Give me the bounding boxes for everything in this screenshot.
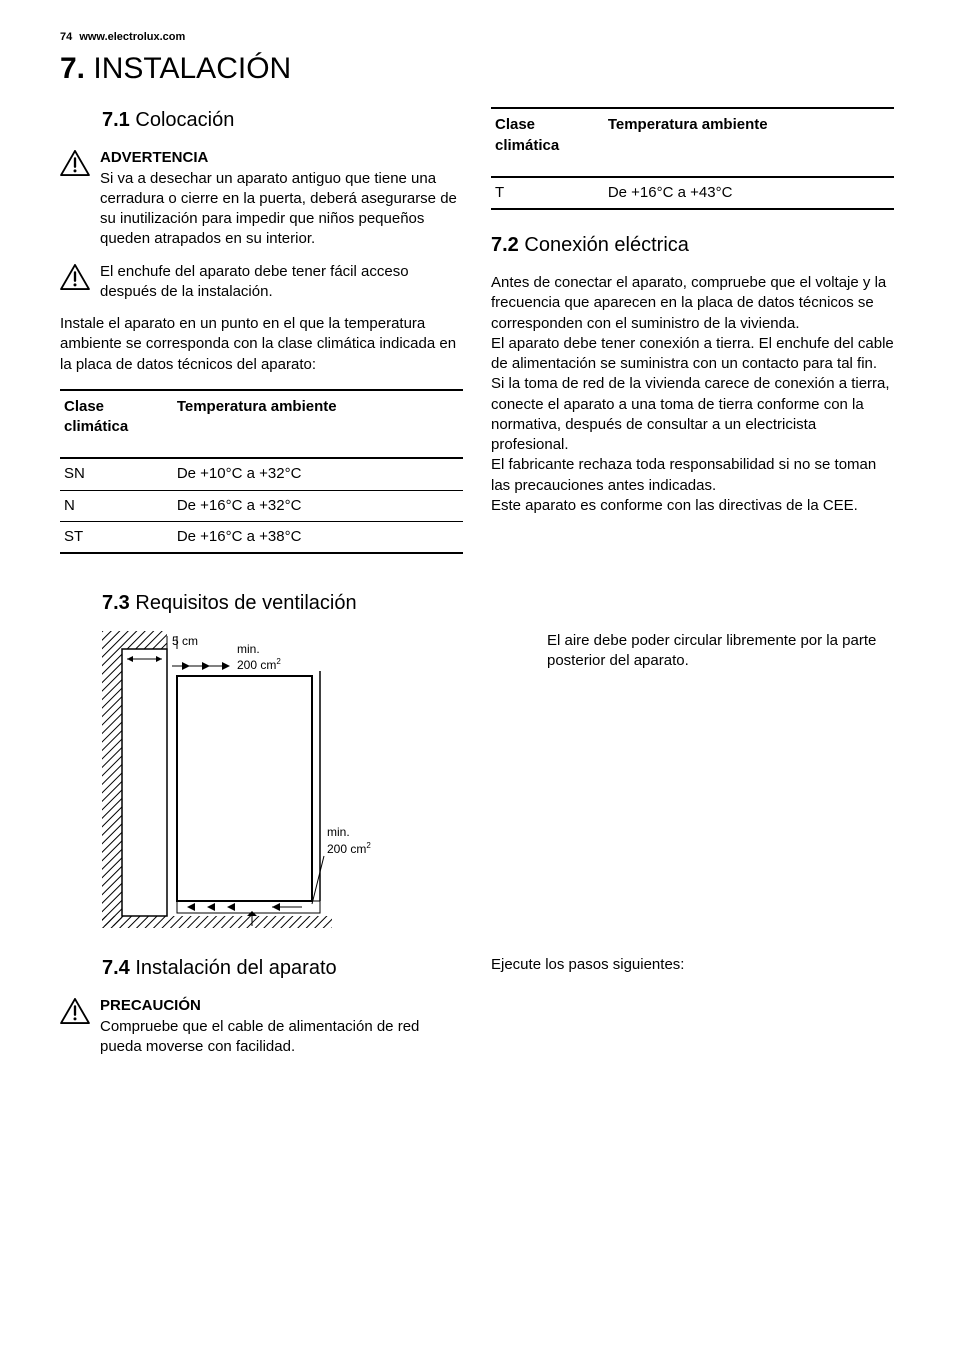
- sub-7-1-number: 7.1: [102, 109, 130, 131]
- sub-7-4-right-text: Ejecute los pasos siguientes:: [491, 955, 894, 975]
- section-7-3: 7.3 Requisitos de ventilación: [60, 590, 894, 937]
- warning-1-text: Si va a desechar un aparato antiguo que …: [100, 169, 463, 250]
- sub-7-4-number: 7.4: [102, 957, 130, 979]
- section-title: 7. INSTALACIÓN: [60, 49, 894, 90]
- warning-icon: [60, 150, 90, 176]
- sub-7-3-title: Requisitos de ventilación: [135, 592, 356, 614]
- section-title-text: INSTALACIÓN: [93, 52, 291, 85]
- climate-th-class: Clase climática: [491, 108, 604, 177]
- climate-temp: De +10°C a +32°C: [173, 458, 463, 490]
- diagram-label-5cm: 5 cm: [172, 634, 198, 648]
- section-7-4: 7.4 Instalación del aparato PRECAUCIÓN C…: [60, 955, 894, 1069]
- climate-class: N: [60, 490, 173, 521]
- table-row: ST De +16°C a +38°C: [60, 521, 463, 553]
- sub-7-3-number: 7.3: [102, 592, 130, 614]
- right-column: Clase climática Temperatura ambiente T D…: [491, 107, 894, 564]
- warning-2-text: El enchufe del aparato debe tener fácil …: [100, 262, 463, 303]
- page-header: 74 www.electrolux.com: [60, 30, 894, 45]
- climate-temp: De +16°C a +32°C: [173, 490, 463, 521]
- sub-7-1-body: Instale el aparato en un punto en el que…: [60, 314, 463, 375]
- caution-title: PRECAUCIÓN: [100, 996, 463, 1016]
- section-number: 7.: [60, 52, 85, 85]
- page-number: 74: [60, 31, 72, 43]
- header-url: www.electrolux.com: [79, 31, 185, 43]
- climate-th-class: Clase climática: [60, 390, 173, 459]
- caution-block: PRECAUCIÓN Compruebe que el cable de ali…: [60, 996, 463, 1057]
- sub-7-2-p1: Antes de conectar el aparato, compruebe …: [491, 273, 894, 334]
- diagram-label-min-top: min.: [237, 642, 260, 656]
- diagram-label-min-bot: min.: [327, 825, 350, 839]
- sub-7-2-title: Conexión eléctrica: [524, 234, 689, 256]
- warning-icon: [60, 264, 90, 290]
- diagram-label-200-bot: 200 cm2: [327, 841, 371, 856]
- climate-class: SN: [60, 458, 173, 490]
- climate-temp: De +16°C a +43°C: [604, 177, 894, 209]
- left-column: 7.1 Colocación ADVERTENCIA Si va a desec…: [60, 107, 463, 564]
- sub-7-2-p3: El fabricante rechaza toda responsabilid…: [491, 455, 894, 496]
- sub-7-2-heading: 7.2 Conexión eléctrica: [491, 232, 894, 259]
- climate-table-right: Clase climática Temperatura ambiente T D…: [491, 107, 894, 210]
- warning-block-2: El enchufe del aparato debe tener fácil …: [60, 262, 463, 303]
- climate-temp: De +16°C a +38°C: [173, 521, 463, 553]
- table-row: SN De +10°C a +32°C: [60, 458, 463, 490]
- sub-7-2-p2: El aparato debe tener conexión a tierra.…: [491, 334, 894, 456]
- climate-class: ST: [60, 521, 173, 553]
- diagram-label-200-top: 200 cm2: [237, 657, 281, 672]
- warning-icon: [60, 998, 90, 1024]
- sub-7-1-heading: 7.1 Colocación: [102, 107, 463, 134]
- climate-class: T: [491, 177, 604, 209]
- sub-7-4-title: Instalación del aparato: [135, 957, 336, 979]
- sub-7-2-p4: Este aparato es conforme con las directi…: [491, 496, 894, 516]
- climate-th-temp: Temperatura ambiente: [173, 390, 463, 459]
- climate-table-left: Clase climática Temperatura ambiente SN …: [60, 389, 463, 554]
- sub-7-2-number: 7.2: [491, 234, 519, 256]
- sub-7-1-title: Colocación: [135, 109, 234, 131]
- warning-1-title: ADVERTENCIA: [100, 148, 463, 168]
- ventilation-diagram: 5 cm min. 200 cm2 min. 200 cm2: [102, 631, 519, 937]
- sub-7-3-text: El aire debe poder circular libremente p…: [547, 631, 894, 672]
- caution-text: Compruebe que el cable de alimentación d…: [100, 1017, 463, 1058]
- table-row: T De +16°C a +43°C: [491, 177, 894, 209]
- table-row: N De +16°C a +32°C: [60, 490, 463, 521]
- sub-7-3-heading: 7.3 Requisitos de ventilación: [102, 590, 894, 617]
- sub-7-4-heading: 7.4 Instalación del aparato: [102, 955, 463, 982]
- warning-block-1: ADVERTENCIA Si va a desechar un aparato …: [60, 148, 463, 249]
- climate-th-temp: Temperatura ambiente: [604, 108, 894, 177]
